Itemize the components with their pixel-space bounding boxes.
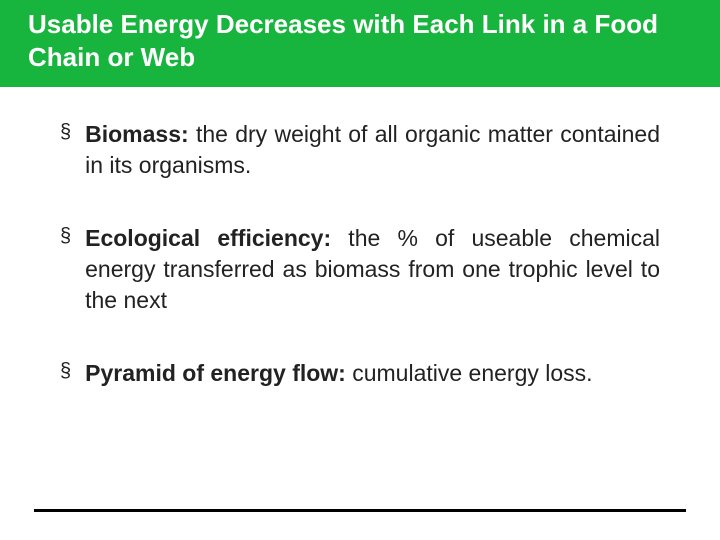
term: Ecological efficiency: — [85, 225, 331, 251]
bullet-item: § Pyramid of energy flow: cumulative ene… — [60, 358, 660, 389]
term: Biomass: — [85, 121, 189, 147]
bullet-text: Ecological efficiency: the % of useable … — [85, 223, 660, 316]
bullet-marker-icon: § — [60, 119, 71, 146]
footer-divider — [34, 509, 686, 512]
bullet-marker-icon: § — [60, 358, 71, 385]
definition: cumulative energy loss. — [346, 360, 593, 386]
bullet-item: § Biomass: the dry weight of all organic… — [60, 119, 660, 181]
slide-title: Usable Energy Decreases with Each Link i… — [28, 8, 692, 73]
bullet-marker-icon: § — [60, 223, 71, 250]
bullet-text: Biomass: the dry weight of all organic m… — [85, 119, 660, 181]
slide-body: § Biomass: the dry weight of all organic… — [0, 87, 720, 389]
title-bar: Usable Energy Decreases with Each Link i… — [0, 0, 720, 87]
bullet-text: Pyramid of energy flow: cumulative energ… — [85, 358, 660, 389]
term: Pyramid of energy flow: — [85, 360, 346, 386]
bullet-item: § Ecological efficiency: the % of useabl… — [60, 223, 660, 316]
